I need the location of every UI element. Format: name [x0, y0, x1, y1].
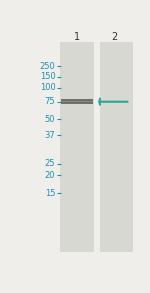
Text: 50: 50: [45, 115, 55, 124]
Text: 75: 75: [45, 97, 55, 106]
Bar: [61, 101, 93, 103]
Text: 1: 1: [74, 32, 80, 42]
Text: 15: 15: [45, 189, 55, 197]
Bar: [60, 42, 94, 252]
Text: 37: 37: [45, 131, 55, 139]
Text: 250: 250: [40, 62, 55, 71]
Text: 150: 150: [40, 72, 55, 81]
Bar: [100, 42, 133, 252]
Text: 25: 25: [45, 159, 55, 168]
Text: 20: 20: [45, 171, 55, 180]
Text: 100: 100: [40, 83, 55, 92]
Bar: [61, 99, 93, 104]
Text: 2: 2: [111, 32, 117, 42]
